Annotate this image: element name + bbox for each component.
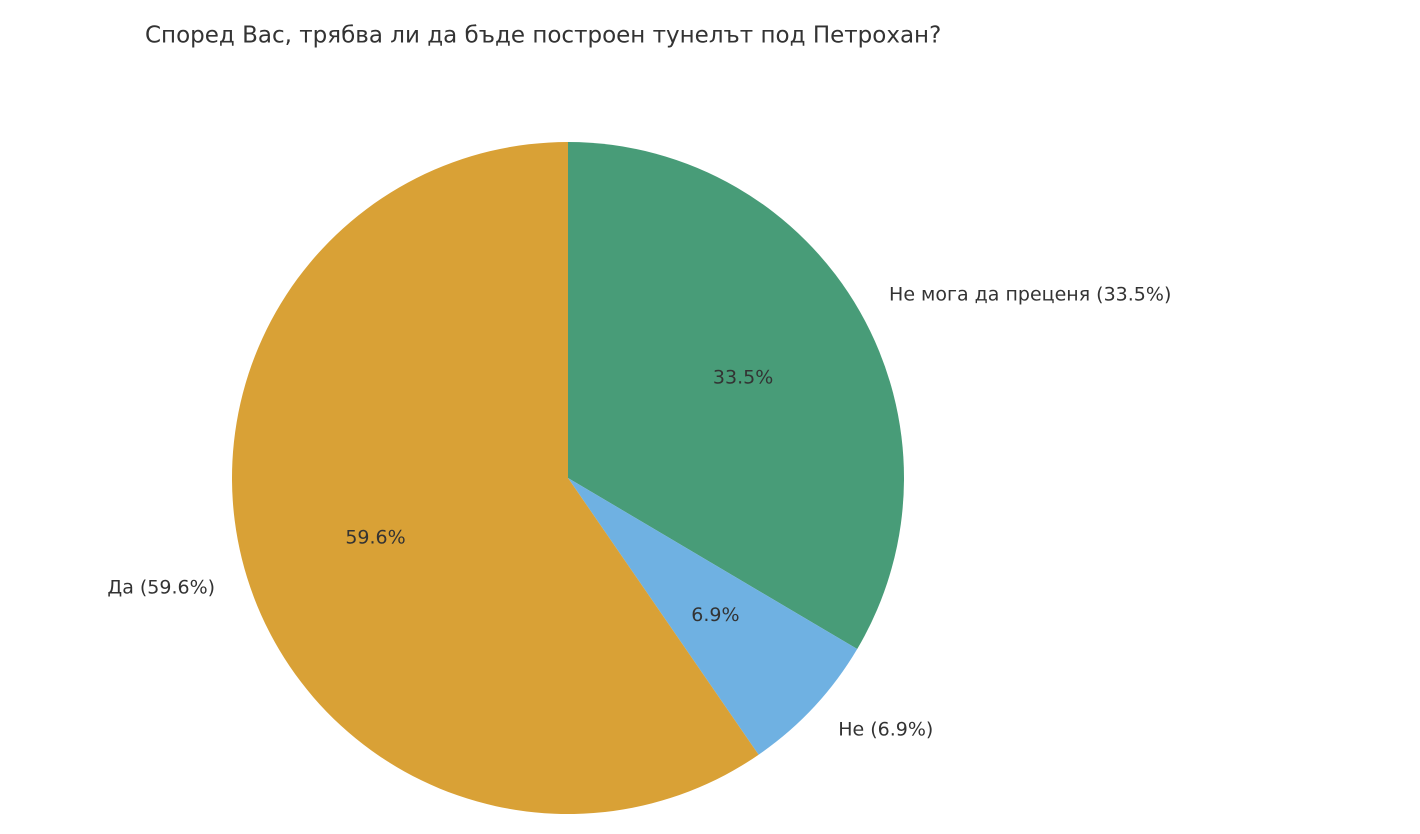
slice-category-label: Не мога да преценя (33.5%) bbox=[889, 283, 1171, 305]
slice-value-label: 33.5% bbox=[713, 367, 773, 389]
slice-value-label: 6.9% bbox=[691, 604, 739, 626]
slice-category-label: Не (6.9%) bbox=[838, 719, 933, 741]
chart-title: Според Вас, трябва ли да бъде построен т… bbox=[145, 23, 941, 49]
pie-slice bbox=[568, 142, 905, 650]
slice-value-label: 59.6% bbox=[345, 526, 405, 548]
pie-slice bbox=[568, 478, 858, 755]
pie-slice bbox=[232, 142, 759, 814]
slice-category-label: Да (59.6%) bbox=[107, 576, 215, 598]
